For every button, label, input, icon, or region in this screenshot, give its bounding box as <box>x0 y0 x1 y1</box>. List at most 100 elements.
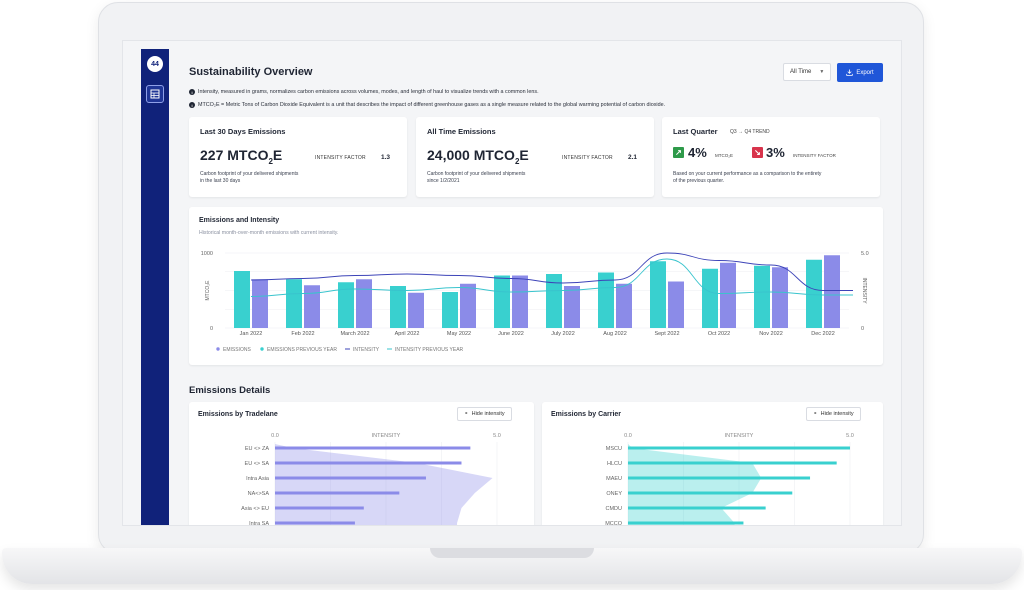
trend-label: Q3 → Q4 TREND <box>730 129 770 135</box>
laptop-notch <box>430 548 594 558</box>
axis-tick-label: 0.0 <box>624 433 632 439</box>
stat-title: All Time Emissions <box>427 127 496 136</box>
x-tick-label: Dec 2022 <box>811 331 835 337</box>
hide-intensity-button[interactable]: ⚬ Hide intensity <box>457 407 512 421</box>
bar-emissions <box>824 255 840 328</box>
category-label: Asia <> EU <box>241 506 269 512</box>
export-button[interactable]: Export <box>837 63 883 82</box>
stat-value: 227 MTCO2E <box>200 147 283 166</box>
bar <box>628 506 766 510</box>
bar <box>275 446 471 450</box>
chevron-down-icon: ▼ <box>819 69 825 75</box>
bar-emissions-previous-year <box>598 272 614 328</box>
trend-up-value: 4% <box>688 145 707 160</box>
intensity-factor-value: 1.3 <box>381 154 391 161</box>
info-icon: i <box>189 89 195 95</box>
arrow-down-right-icon: ↘ <box>752 147 763 158</box>
stat-note: Based on your current performance as a c… <box>673 171 822 184</box>
intensity-factor-label: INTENSITY FACTOR <box>562 155 613 161</box>
bar-emissions <box>304 285 320 328</box>
bar-emissions-previous-year <box>338 282 354 328</box>
info-note-mtco2e: i MTCO₂E = Metric Tons of Carbon Dioxide… <box>189 102 665 108</box>
app-logo[interactable]: 44 <box>147 56 163 72</box>
y-right-axis-label: INTENSITY <box>861 277 867 304</box>
arrow-up-right-icon: ↗ <box>673 147 684 158</box>
bar-emissions <box>564 286 580 328</box>
main-content: Sustainability Overview All Time ▼ Expor… <box>169 49 901 526</box>
intensity-band <box>628 444 762 525</box>
trend-down-value: 3% <box>766 145 785 160</box>
legend-marker <box>260 347 264 351</box>
trend-down-unit: INTENSITY FACTOR <box>793 153 836 158</box>
grid-icon[interactable] <box>146 85 164 103</box>
bar-emissions-previous-year <box>494 275 510 328</box>
sidebar: 44 <box>141 49 169 525</box>
category-label: NA<>SA <box>248 491 270 497</box>
x-tick-label: June 2022 <box>498 331 524 337</box>
info-icon: i <box>189 102 195 108</box>
bar-emissions-previous-year <box>234 271 250 328</box>
bar <box>628 446 850 450</box>
x-tick-label: Nov 2022 <box>759 331 783 337</box>
stat-value: 24,000 MTCO2E <box>427 147 529 166</box>
hide-intensity-label: Hide intensity <box>820 411 854 417</box>
laptop-screen: 44 Sustainability Overview All Time ▼ Ex… <box>122 40 902 526</box>
axis-tick-label: 0.0 <box>271 433 279 439</box>
bar-emissions <box>356 279 372 328</box>
carrier-title: Emissions by Carrier <box>551 411 622 418</box>
range-select[interactable]: All Time ▼ <box>783 63 831 81</box>
x-tick-label: Jan 2022 <box>240 331 263 337</box>
bar-emissions-previous-year <box>702 268 718 328</box>
tradelane-card: Emissions by Tradelane ⚬ Hide intensity … <box>189 402 534 526</box>
axis-tick-label: 5.0 <box>846 433 854 439</box>
info-note-text: MTCO₂E = Metric Tons of Carbon Dioxide E… <box>198 102 666 108</box>
page-title: Sustainability Overview <box>189 66 313 78</box>
x-tick-label: March 2022 <box>340 331 369 337</box>
bar-emissions <box>772 267 788 328</box>
range-select-value: All Time <box>790 69 812 75</box>
bar <box>628 491 793 495</box>
stat-title: Last 30 Days Emissions <box>200 127 286 136</box>
category-label: Intra SA <box>249 521 269 526</box>
bar <box>275 491 400 495</box>
stat-title: Last Quarter <box>673 127 718 136</box>
legend-label: INTENSITY PREVIOUS YEAR <box>395 347 464 353</box>
trend-up-unit: MTCO₂E <box>715 153 733 158</box>
x-tick-label: July 2022 <box>551 331 575 337</box>
legend-label: EMISSIONS PREVIOUS YEAR <box>267 347 337 353</box>
category-label: MSCU <box>606 446 622 452</box>
y-axis-label: MTCO₂E <box>205 280 211 301</box>
x-tick-label: Oct 2022 <box>708 331 730 337</box>
legend-label: EMISSIONS <box>223 347 251 353</box>
stat-card-all-time: All Time Emissions 24,000 MTCO2E INTENSI… <box>416 117 654 197</box>
bar-emissions-previous-year <box>442 292 458 328</box>
bar-emissions-previous-year <box>754 265 770 328</box>
stat-card-last-30-days: Last 30 Days Emissions 227 MTCO2E INTENS… <box>189 117 407 197</box>
line-intensity-previous-year <box>250 258 853 297</box>
tradelane-chart: 0.0 INTENSITY 5.0 EU <> ZA EU <> SA Intra Asi… <box>241 433 501 526</box>
bar <box>628 521 744 525</box>
bar-emissions <box>460 283 476 328</box>
emissions-details-title: Emissions Details <box>189 385 271 396</box>
bar-emissions <box>252 279 268 328</box>
category-label: HLCU <box>607 461 622 467</box>
bar-emissions-previous-year <box>390 286 406 328</box>
stat-note: Carbon footprint of your delivered shipm… <box>427 171 526 184</box>
y-tick-label: 1000 <box>201 251 213 257</box>
bar <box>628 476 811 480</box>
bar <box>628 461 837 465</box>
eye-off-icon: ⚬ <box>813 411 818 417</box>
hide-intensity-button[interactable]: ⚬ Hide intensity <box>806 407 861 421</box>
emissions-intensity-chart: 1000 0 5.0 0 MTCO₂E INTENSITY Jan 2022 Feb 2022… <box>201 251 869 353</box>
bar <box>275 476 426 480</box>
axis-label: INTENSITY <box>725 433 754 439</box>
download-icon <box>846 69 854 76</box>
info-note-text: Intensity, measured in grams, normalizes… <box>198 89 539 95</box>
x-tick-label: Aug 2022 <box>603 331 627 337</box>
carrier-chart: 0.0 INTENSITY 5.0 MSCU HLCU MAEU ONEY CMDU MCCO <box>605 433 854 525</box>
legend-marker <box>216 347 220 351</box>
bar-emissions <box>668 281 684 328</box>
bar <box>275 461 462 465</box>
intensity-band <box>275 444 493 525</box>
category-label: Intra Asia <box>246 476 270 482</box>
